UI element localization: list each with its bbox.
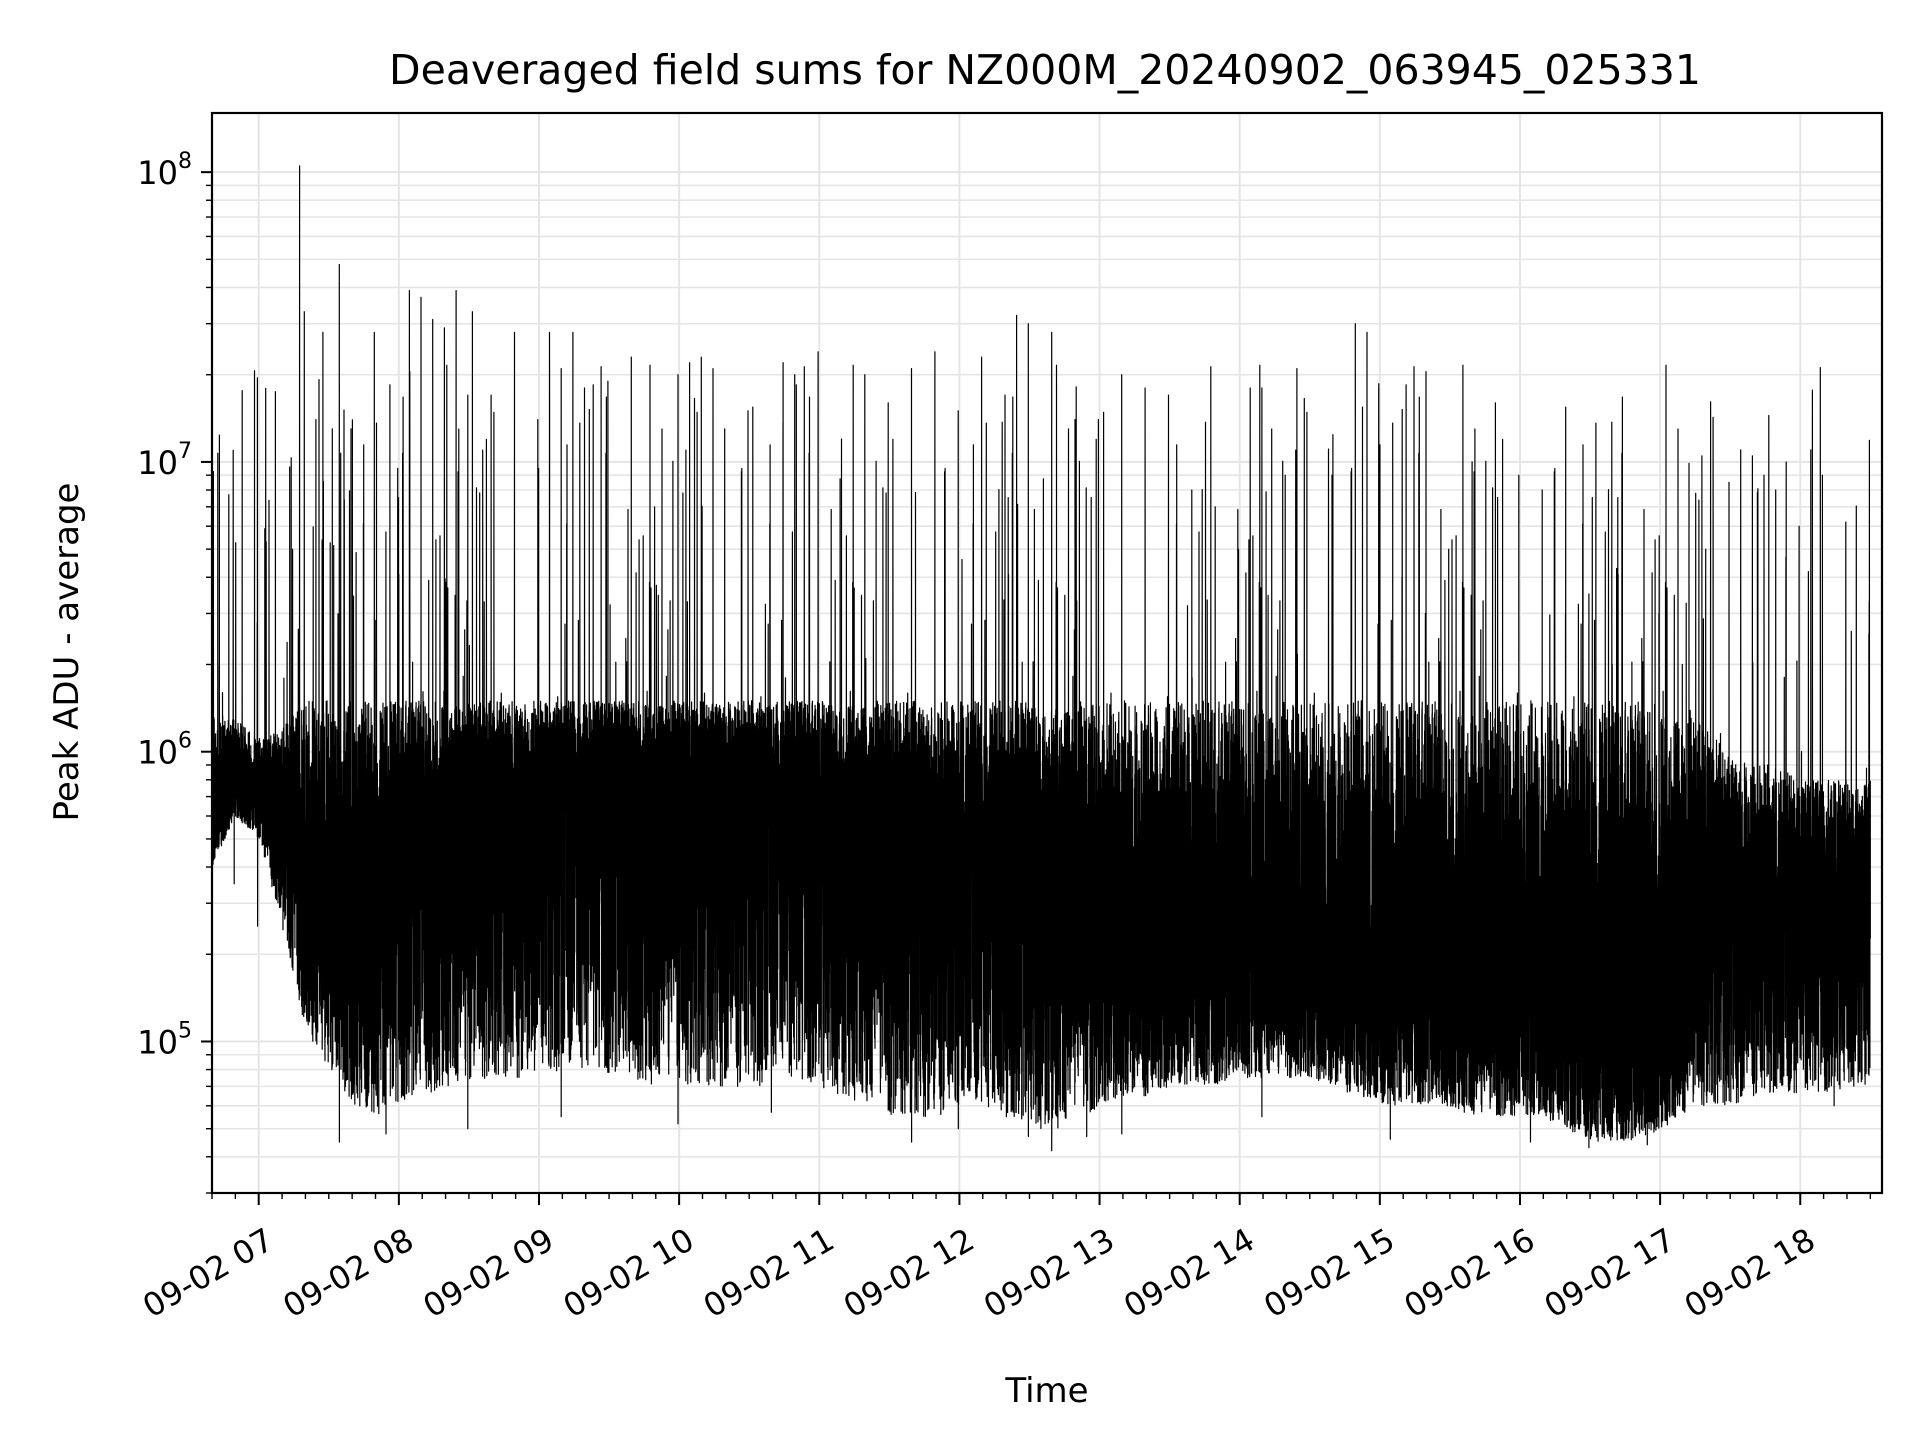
chart-title: Deaveraged field sums for NZ000M_2024090…	[389, 46, 1701, 94]
y-axis-title: Peak ADU - average	[47, 483, 87, 822]
plot-area	[212, 165, 1871, 1152]
y-tick-label: 106	[137, 729, 192, 772]
y-tick-label: 107	[137, 439, 192, 482]
y-axis: 105 106 107 108	[137, 149, 212, 1194]
x-axis-title: Time	[1004, 1371, 1088, 1411]
series-line	[212, 165, 1871, 1152]
y-tick-label: 105	[137, 1018, 192, 1061]
y-tick-label: 108	[137, 149, 192, 192]
plot-frame	[210, 111, 1884, 1195]
